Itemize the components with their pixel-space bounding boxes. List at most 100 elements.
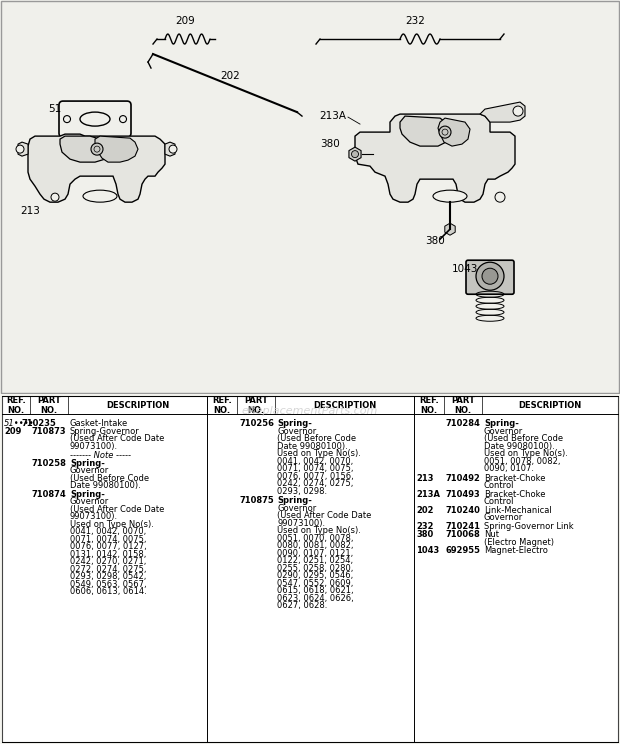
Text: 1043: 1043 <box>452 264 478 275</box>
Polygon shape <box>95 136 138 162</box>
Text: 710874: 710874 <box>32 490 67 498</box>
Polygon shape <box>28 134 165 202</box>
Text: 202: 202 <box>220 71 240 81</box>
Circle shape <box>16 145 24 153</box>
Text: 710258: 710258 <box>32 459 67 468</box>
Polygon shape <box>438 118 470 146</box>
Polygon shape <box>480 102 525 122</box>
Text: 0293, 0298.: 0293, 0298. <box>277 487 327 496</box>
Text: Bracket-Choke: Bracket-Choke <box>484 474 546 483</box>
Circle shape <box>352 150 358 158</box>
Text: Control: Control <box>484 481 515 490</box>
Polygon shape <box>355 114 515 202</box>
Text: 380: 380 <box>425 236 445 246</box>
Text: 0290, 0295, 0546,: 0290, 0295, 0546, <box>277 571 353 580</box>
Text: 232: 232 <box>416 522 433 530</box>
Text: Spring-: Spring- <box>277 496 312 505</box>
Text: 0615, 0618, 0621,: 0615, 0618, 0621, <box>277 586 353 595</box>
Text: PART
NO.: PART NO. <box>244 396 268 415</box>
Text: 710241: 710241 <box>446 522 481 530</box>
Text: Spring-: Spring- <box>484 420 519 429</box>
Text: 0090, 0107, 0121,: 0090, 0107, 0121, <box>277 548 353 558</box>
Text: (Used Before Code: (Used Before Code <box>70 474 149 483</box>
Text: 51: 51 <box>48 104 61 114</box>
Text: Used on Type No(s).: Used on Type No(s). <box>277 526 361 535</box>
Text: Spring-: Spring- <box>70 490 105 498</box>
Text: 213A: 213A <box>319 111 347 121</box>
Text: 0080, 0081, 0082,: 0080, 0081, 0082, <box>277 541 353 550</box>
Text: 710256: 710256 <box>239 420 274 429</box>
Text: 209: 209 <box>4 427 21 436</box>
Text: REF.
NO.: REF. NO. <box>6 396 26 415</box>
FancyBboxPatch shape <box>2 397 618 742</box>
Text: REF.
NO.: REF. NO. <box>212 396 232 415</box>
Circle shape <box>120 115 126 123</box>
Text: 0122, 0251, 0254,: 0122, 0251, 0254, <box>277 557 353 565</box>
Circle shape <box>51 193 59 201</box>
Text: 380: 380 <box>320 139 340 149</box>
Text: 99073100).: 99073100). <box>277 519 325 527</box>
Text: (Used Before Code: (Used Before Code <box>484 434 563 443</box>
Text: 213A: 213A <box>416 490 440 498</box>
Text: 710873: 710873 <box>32 427 66 436</box>
Text: 213: 213 <box>20 206 40 217</box>
Text: 51••••: 51•••• <box>4 420 35 429</box>
Text: Governor: Governor <box>70 497 109 506</box>
Text: 0627, 0628.: 0627, 0628. <box>277 601 327 610</box>
Circle shape <box>91 143 103 155</box>
Circle shape <box>495 192 505 202</box>
Circle shape <box>63 115 71 123</box>
Text: Control: Control <box>484 497 515 506</box>
Text: Bracket-Choke: Bracket-Choke <box>484 490 546 498</box>
Ellipse shape <box>83 190 117 202</box>
Text: 0041, 0042, 0070,: 0041, 0042, 0070, <box>70 527 146 536</box>
Text: Nut: Nut <box>484 530 499 539</box>
Circle shape <box>439 126 451 138</box>
Text: 710492: 710492 <box>446 474 481 483</box>
Text: DESCRIPTION: DESCRIPTION <box>313 401 376 410</box>
Circle shape <box>513 106 523 116</box>
Text: Date 99080100).: Date 99080100). <box>277 442 348 451</box>
Text: Magnet-Electro: Magnet-Electro <box>484 546 548 555</box>
Text: (Used After Code Date: (Used After Code Date <box>277 511 371 520</box>
Text: Spring-Governor Link: Spring-Governor Link <box>484 522 574 530</box>
Text: Used on Type No(s).: Used on Type No(s). <box>484 449 568 458</box>
Text: (Used After Code Date: (Used After Code Date <box>70 504 164 513</box>
Text: PART
NO.: PART NO. <box>37 396 61 415</box>
Text: 99073100).: 99073100). <box>70 512 118 522</box>
Text: Spring-: Spring- <box>277 420 312 429</box>
Text: 0041, 0042, 0070,: 0041, 0042, 0070, <box>277 457 353 466</box>
Text: 209: 209 <box>175 16 195 26</box>
Text: 0242, 0274, 0275,: 0242, 0274, 0275, <box>277 479 353 488</box>
Text: 710875: 710875 <box>239 496 274 505</box>
Text: eReplacementParts.com: eReplacementParts.com <box>242 406 378 417</box>
Text: (Used Before Code: (Used Before Code <box>277 434 356 443</box>
Polygon shape <box>60 136 110 162</box>
Text: Governor: Governor <box>484 427 523 436</box>
Text: Gasket-Intake: Gasket-Intake <box>70 420 128 429</box>
Text: 1043: 1043 <box>416 546 439 555</box>
Text: Governor: Governor <box>484 513 523 522</box>
Text: Governor: Governor <box>70 466 109 475</box>
Text: 710240: 710240 <box>446 506 481 515</box>
Text: 0255, 0258, 0280,: 0255, 0258, 0280, <box>277 564 353 573</box>
Text: 0051, 0070, 0078,: 0051, 0070, 0078, <box>277 533 353 542</box>
Polygon shape <box>400 116 450 146</box>
Text: Governor: Governor <box>277 427 316 436</box>
Text: (Electro Magnet): (Electro Magnet) <box>484 538 554 547</box>
Text: 692955: 692955 <box>446 546 481 555</box>
Text: Used on Type No(s).: Used on Type No(s). <box>70 520 154 529</box>
Text: 710235: 710235 <box>22 420 57 429</box>
Text: 380: 380 <box>416 530 433 539</box>
Text: 202: 202 <box>416 506 433 515</box>
Polygon shape <box>18 142 28 156</box>
Text: 0071, 0074, 0075,: 0071, 0074, 0075, <box>277 464 353 473</box>
Text: 0606, 0613, 0614.: 0606, 0613, 0614. <box>70 587 147 596</box>
Text: REF.
NO.: REF. NO. <box>419 396 439 415</box>
Text: 0076, 0077, 0156,: 0076, 0077, 0156, <box>277 472 354 481</box>
Text: 232: 232 <box>405 16 425 26</box>
Text: 213: 213 <box>416 474 433 483</box>
Ellipse shape <box>80 112 110 126</box>
Text: ------- Note -----: ------- Note ----- <box>70 452 131 461</box>
Text: 710493: 710493 <box>446 490 480 498</box>
